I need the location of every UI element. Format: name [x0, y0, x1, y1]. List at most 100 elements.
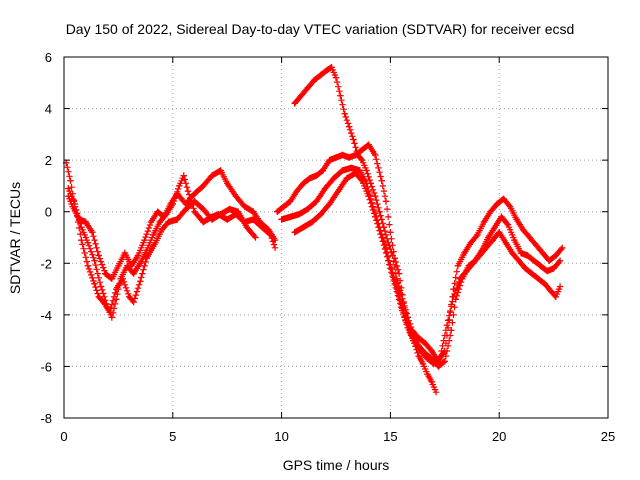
data-point	[496, 229, 503, 236]
data-point	[165, 218, 172, 226]
data-point	[526, 234, 533, 241]
data-point	[278, 216, 285, 223]
data-point	[265, 226, 272, 233]
data-point	[437, 352, 444, 360]
data-point	[424, 371, 431, 378]
data-point	[319, 167, 327, 174]
data-point	[106, 309, 113, 316]
x-axis-label: GPS time / hours	[283, 457, 390, 473]
y-tick-label: -8	[40, 411, 52, 426]
data-point	[250, 208, 257, 215]
data-point	[517, 249, 525, 257]
y-tick-label: -6	[40, 359, 52, 374]
data-series	[63, 64, 566, 396]
data-point	[428, 347, 435, 355]
data-point	[382, 198, 390, 205]
chart-title: Day 150 of 2022, Sidereal Day-to-day VTE…	[66, 21, 575, 37]
data-point	[311, 77, 318, 84]
data-point	[378, 234, 385, 241]
data-point	[295, 211, 303, 218]
data-point	[345, 123, 353, 130]
data-point	[337, 92, 344, 99]
data-point	[174, 216, 181, 223]
data-point	[134, 252, 142, 259]
data-point	[543, 267, 551, 275]
data-point	[422, 340, 429, 347]
data-point	[300, 224, 307, 231]
data-point	[71, 200, 79, 208]
data-point	[200, 218, 207, 226]
series-track-g	[291, 169, 564, 368]
data-point	[515, 257, 522, 264]
data-point	[191, 208, 198, 215]
data-point	[313, 172, 320, 179]
data-point	[502, 239, 509, 246]
data-point	[358, 177, 366, 184]
data-point	[376, 208, 383, 215]
data-point	[287, 198, 294, 205]
data-point	[339, 151, 346, 159]
data-point	[324, 66, 331, 74]
data-point	[352, 151, 359, 159]
data-point	[97, 283, 105, 290]
x-tick-label: 25	[601, 429, 615, 444]
data-point	[339, 167, 346, 174]
data-point	[463, 267, 470, 275]
plot-frame	[63, 56, 609, 419]
data-point	[365, 141, 372, 148]
data-point	[546, 257, 553, 264]
data-point	[391, 280, 398, 288]
y-tick-label: 0	[45, 205, 52, 220]
data-point	[352, 169, 359, 177]
series-track-b	[65, 167, 279, 282]
data-point	[350, 136, 357, 143]
data-point	[84, 239, 92, 246]
data-point	[128, 262, 135, 270]
data-point	[152, 239, 159, 246]
data-point	[184, 187, 192, 195]
data-point	[217, 211, 224, 218]
data-point	[78, 236, 85, 244]
data-point	[417, 347, 425, 355]
data-point	[130, 298, 137, 306]
data-point	[271, 236, 279, 244]
data-point	[121, 249, 129, 257]
data-point	[287, 213, 294, 221]
data-point	[537, 262, 544, 270]
data-point	[513, 216, 520, 223]
data-point	[293, 187, 300, 195]
data-point	[485, 234, 492, 241]
data-point	[448, 327, 455, 334]
data-point	[102, 270, 109, 277]
data-point	[200, 205, 207, 213]
data-point	[493, 200, 501, 208]
data-point	[552, 293, 559, 300]
data-point	[89, 229, 96, 236]
data-point	[250, 216, 257, 223]
data-point	[113, 285, 120, 293]
data-point	[548, 288, 555, 295]
data-point	[358, 146, 366, 153]
data-point	[300, 180, 307, 187]
data-point	[345, 154, 353, 161]
x-tick-label: 20	[492, 429, 506, 444]
data-point	[506, 203, 514, 210]
data-point	[519, 226, 527, 233]
data-point	[419, 360, 427, 368]
data-point	[391, 254, 398, 262]
y-axis-label: SDTVAR / TECUs	[7, 182, 23, 294]
data-point	[556, 257, 564, 264]
data-point	[141, 236, 148, 244]
data-point	[67, 177, 74, 184]
data-point	[450, 293, 457, 300]
data-point	[256, 218, 263, 226]
data-point	[274, 208, 281, 215]
tick-labels: 0 5 10 15 20 25 -8 -6 -4 -2 0 2 4 6	[40, 50, 615, 444]
data-point	[180, 172, 187, 179]
data-point	[108, 275, 116, 282]
data-point	[232, 193, 240, 200]
data-point	[291, 100, 298, 107]
data-point	[332, 74, 340, 81]
data-point	[363, 167, 370, 174]
